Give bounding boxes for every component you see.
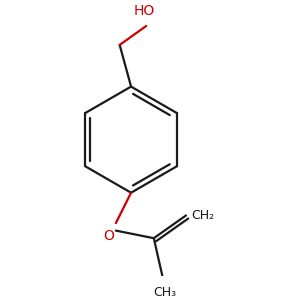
Text: CH₂: CH₂ [192,209,215,222]
Text: CH₃: CH₃ [154,286,177,298]
Text: O: O [103,229,114,243]
Text: HO: HO [134,4,155,18]
